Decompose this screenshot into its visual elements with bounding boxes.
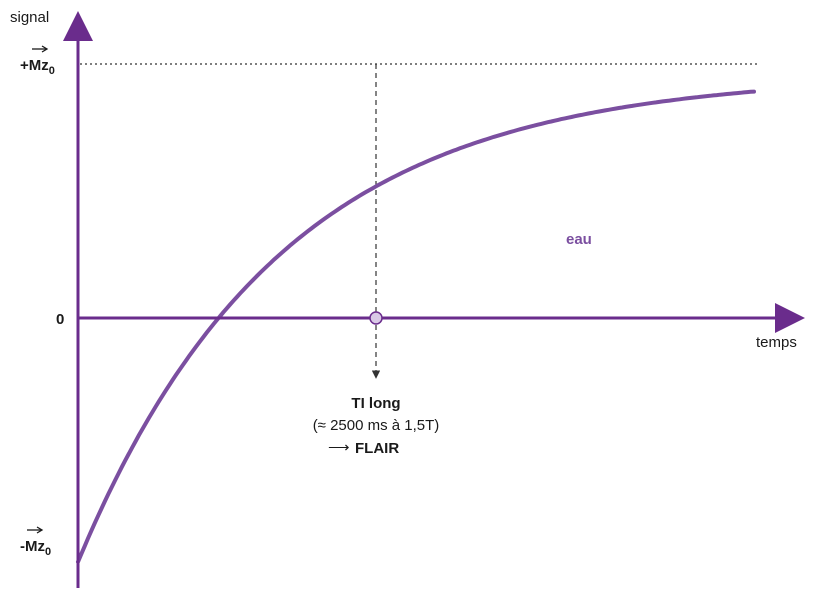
y-tick-bottom: -Mz0 bbox=[20, 526, 51, 558]
x-axis-label: temps bbox=[756, 334, 797, 351]
svg-text:-Mz0: -Mz0 bbox=[20, 538, 51, 558]
y-tick-zero: 0 bbox=[56, 311, 64, 328]
y-axis-label: signal bbox=[10, 9, 49, 26]
series-label-eau: eau bbox=[566, 231, 592, 248]
annotation-title: TI long bbox=[351, 395, 400, 412]
y-tick-top: +Mz0 bbox=[20, 45, 55, 77]
svg-text:+Mz0: +Mz0 bbox=[20, 57, 55, 77]
annotation-result: FLAIR bbox=[355, 440, 399, 457]
annotation-detail: (≈ 2500 ms à 1,5T) bbox=[313, 417, 440, 434]
series-line-eau bbox=[76, 89, 756, 564]
annotation-arrow: ⟶ bbox=[328, 439, 350, 456]
null-point-marker bbox=[369, 311, 383, 325]
